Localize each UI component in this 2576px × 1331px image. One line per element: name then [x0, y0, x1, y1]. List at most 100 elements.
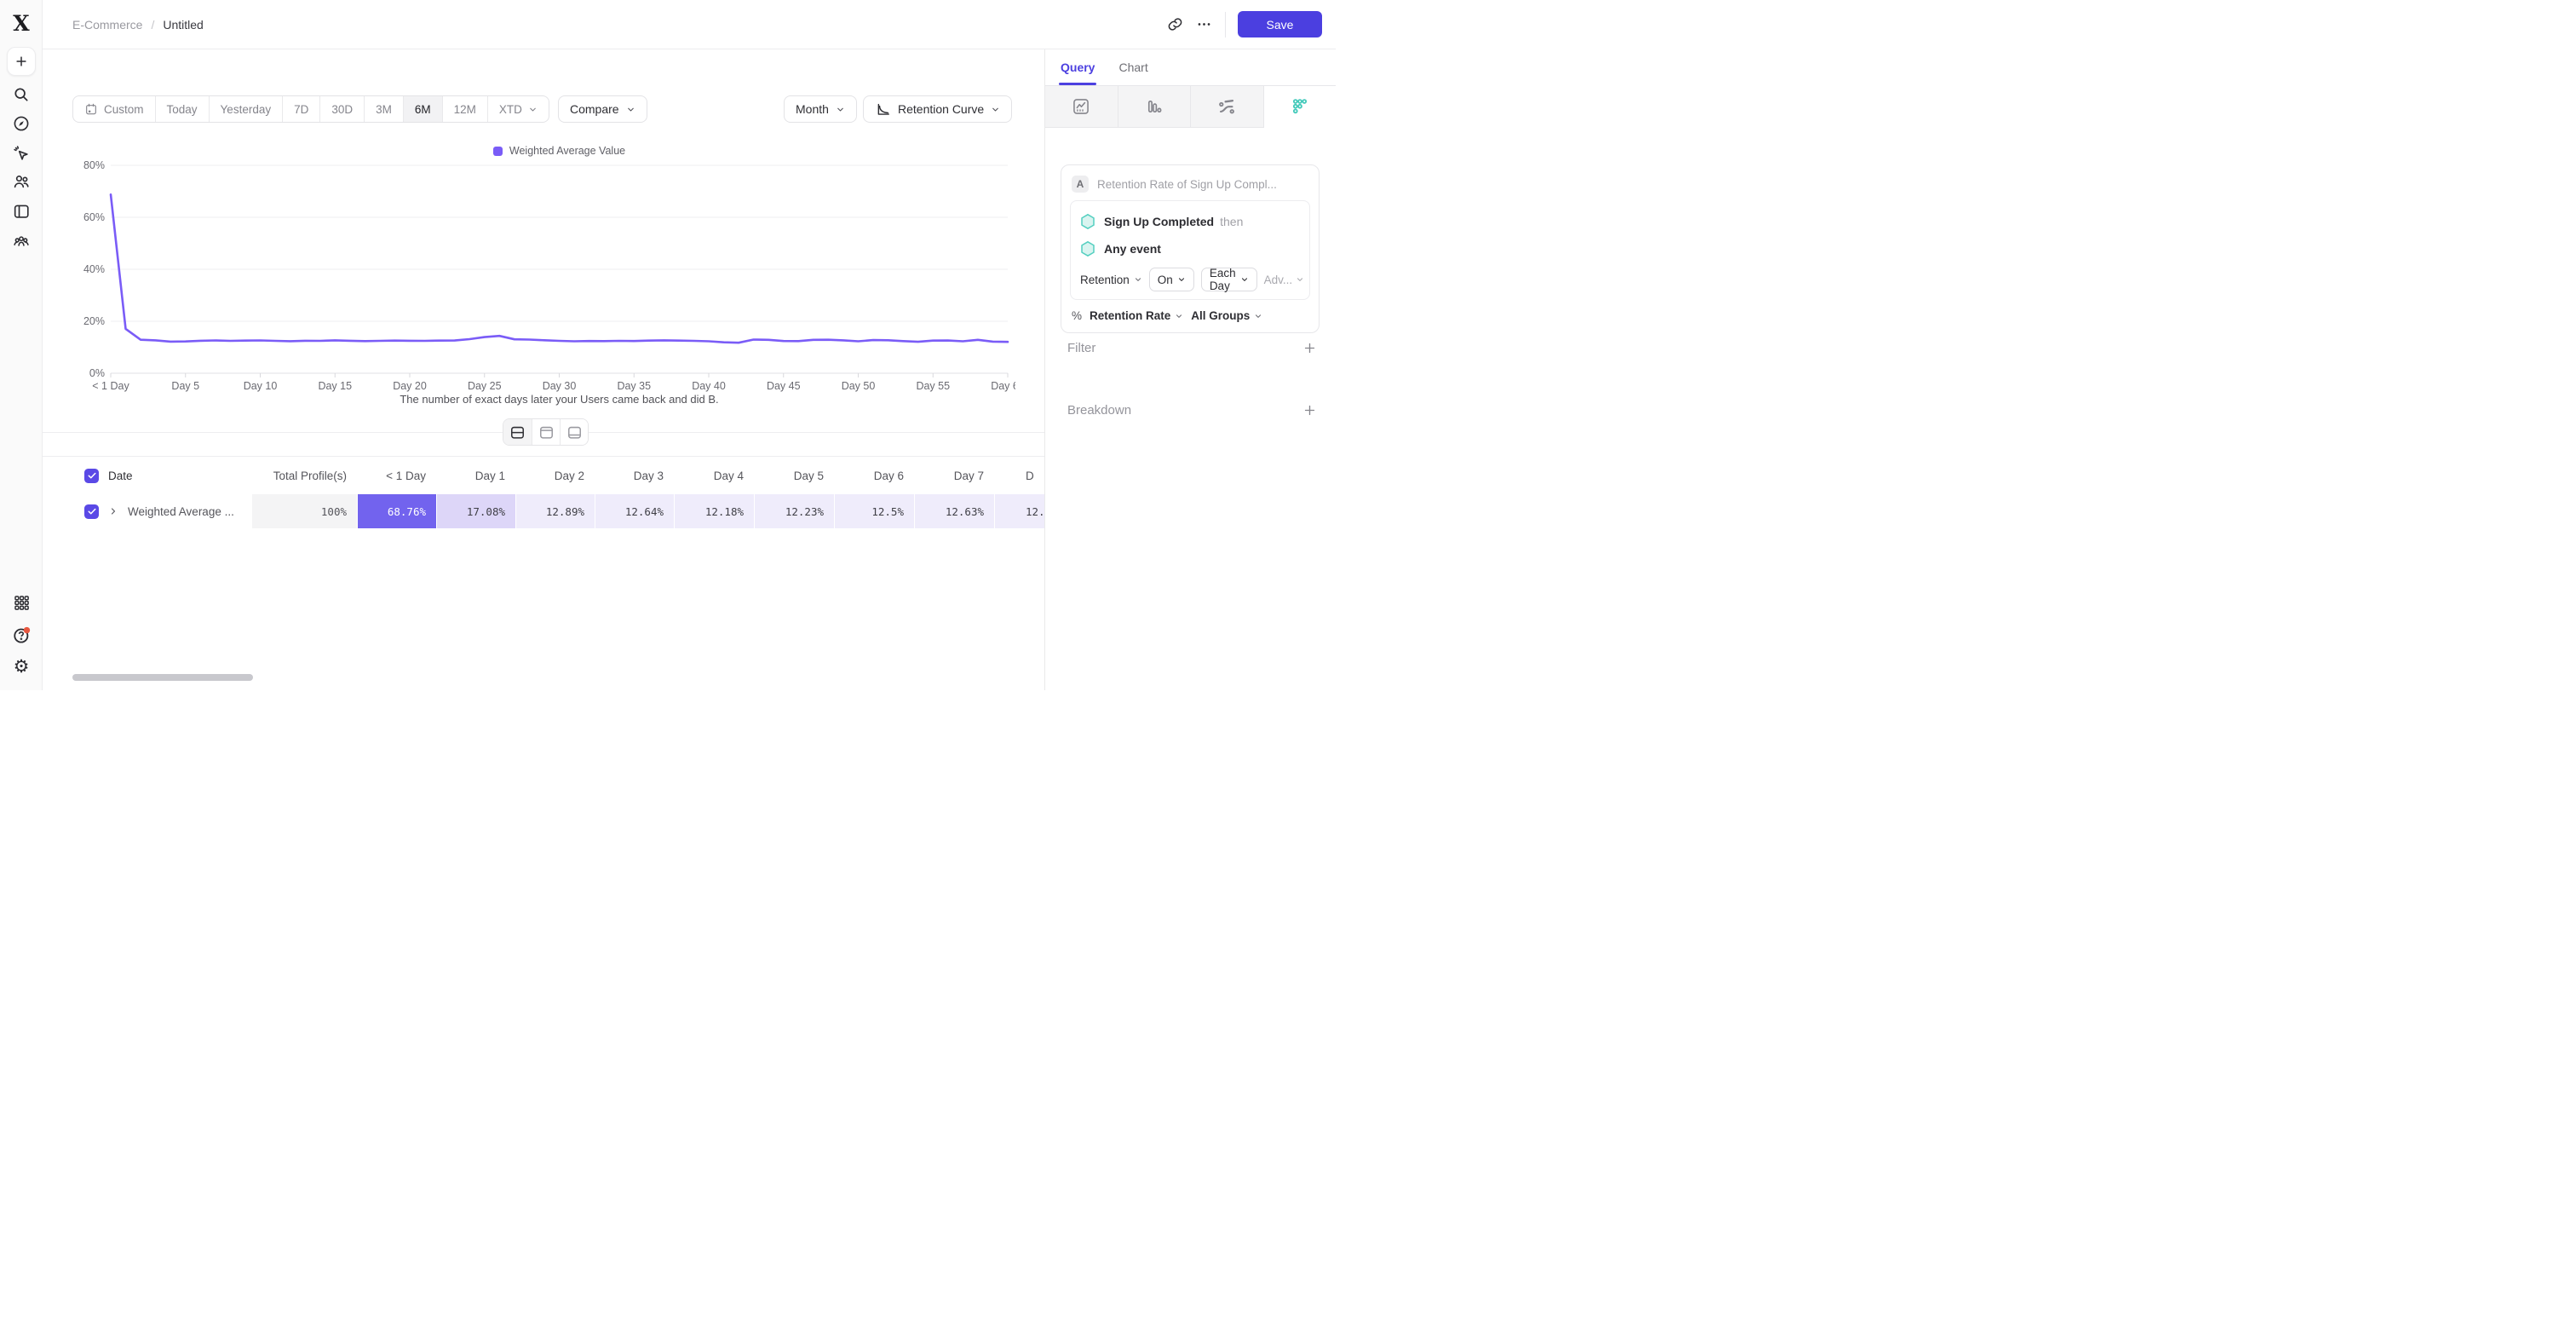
more-options-icon[interactable]: [1189, 10, 1218, 39]
tab-chart[interactable]: Chart: [1118, 49, 1147, 85]
range-xtd-button[interactable]: XTD: [486, 96, 549, 122]
retention-value-cell[interactable]: 12.5%: [835, 494, 914, 528]
compare-button[interactable]: Compare: [558, 95, 647, 123]
each-day-dropdown[interactable]: Each Day: [1200, 267, 1257, 292]
column-header[interactable]: Day 6: [873, 469, 904, 482]
horizontal-scrollbar[interactable]: [72, 674, 253, 681]
add-filter-button[interactable]: [1302, 341, 1317, 355]
viz-bar-chart-icon[interactable]: [1118, 86, 1191, 128]
compare-label: Compare: [570, 102, 619, 116]
chevron-down-icon: [1175, 312, 1183, 320]
chevron-down-icon: [626, 105, 635, 114]
retention-value-cell[interactable]: 12.18%: [675, 494, 754, 528]
layout-chart-only-icon[interactable]: [532, 419, 560, 445]
layout-table-only-icon[interactable]: [560, 419, 588, 445]
second-event-row[interactable]: Any event: [1080, 237, 1300, 260]
search-icon[interactable]: [11, 84, 32, 105]
check-icon: [88, 508, 95, 515]
retention-value-cell[interactable]: 100%: [252, 494, 357, 528]
range-custom-button[interactable]: Custom: [73, 96, 155, 122]
table-row[interactable]: Weighted Average ... 100% 68.76% 17.08% 12.8…: [72, 494, 1044, 528]
x-axis-tick-label: Day 25: [468, 380, 502, 392]
step-title-input[interactable]: Retention Rate of Sign Up Compl...: [1097, 177, 1277, 191]
viz-flows-icon[interactable]: [1191, 86, 1264, 128]
date-range-group: Custom Today Yesterday 7D 30D 3M 6M 12M XTD: [72, 95, 549, 123]
chevron-down-icon: [1254, 312, 1262, 320]
copy-link-icon[interactable]: [1160, 10, 1189, 39]
row-label-cell[interactable]: Weighted Average ...: [72, 494, 252, 528]
users-icon[interactable]: [11, 171, 32, 192]
event-hexagon-icon: [1081, 213, 1095, 229]
column-header[interactable]: < 1 Day: [386, 469, 426, 482]
layout-split-icon[interactable]: [503, 419, 532, 445]
retention-value-cell[interactable]: 12.23%: [755, 494, 834, 528]
retention-value-cell[interactable]: 12.64%: [595, 494, 674, 528]
range-today-button[interactable]: Today: [154, 96, 209, 122]
pointer-spark-icon[interactable]: [11, 143, 32, 164]
settings-gear-icon[interactable]: ⚙: [13, 655, 30, 677]
apps-grid-icon[interactable]: [11, 592, 32, 613]
column-header[interactable]: D: [1026, 469, 1034, 482]
help-icon[interactable]: [11, 625, 32, 645]
groups-dropdown[interactable]: All Groups: [1191, 309, 1262, 322]
column-header[interactable]: Day 1: [474, 469, 505, 482]
second-event-name: Any event: [1104, 241, 1161, 256]
board-icon[interactable]: [11, 201, 32, 222]
range-label: Yesterday: [220, 102, 272, 116]
chart-type-label: Retention Curve: [898, 102, 985, 116]
range-3m-button[interactable]: 3M: [364, 96, 403, 122]
breadcrumb-project[interactable]: E-Commerce: [72, 17, 143, 32]
create-button[interactable]: [7, 47, 36, 76]
cohorts-icon[interactable]: [11, 231, 32, 251]
column-header-date[interactable]: Date: [108, 469, 133, 482]
on-label: On: [1157, 273, 1173, 286]
column-header[interactable]: Day 7: [953, 469, 984, 482]
on-dropdown[interactable]: On: [1148, 268, 1194, 291]
viz-line-chart-icon[interactable]: [1045, 86, 1118, 128]
row-checkbox[interactable]: [84, 504, 99, 519]
breadcrumb-separator: /: [151, 17, 155, 32]
retention-type-label: Retention: [1080, 273, 1130, 286]
column-header[interactable]: Day 5: [793, 469, 824, 482]
retention-value-cell[interactable]: 68.76%: [358, 494, 436, 528]
tab-query-label: Query: [1061, 60, 1095, 74]
chart-legend[interactable]: Weighted Average Value: [111, 145, 1008, 157]
breadcrumb: E-Commerce / Untitled: [72, 18, 204, 32]
retention-value-cell[interactable]: 17.08%: [437, 494, 515, 528]
retention-value-cell[interactable]: 12.: [995, 494, 1044, 528]
save-button[interactable]: Save: [1238, 11, 1322, 37]
table-header-row: Date Total Profile(s) < 1 Day Day 1 Day 2 Day…: [72, 457, 1044, 494]
chart-type-dropdown[interactable]: Retention Curve: [863, 95, 1013, 123]
tab-query[interactable]: Query: [1059, 49, 1097, 85]
range-30d-button[interactable]: 30D: [319, 96, 364, 122]
retention-line-chart[interactable]: 0% 20% 40% 60% 80% < 1 Day Day 5 Day 10 Day 15 Da…: [72, 158, 1015, 405]
range-7d-button[interactable]: 7D: [282, 96, 319, 122]
viz-retention-icon[interactable]: [1263, 86, 1336, 128]
retention-curve-icon: [875, 101, 891, 118]
retention-series-line[interactable]: [109, 193, 1009, 344]
range-6m-button[interactable]: 6M: [402, 96, 442, 122]
add-breakdown-button[interactable]: [1302, 403, 1317, 418]
visualization-selector: [1045, 85, 1336, 128]
report-title[interactable]: Untitled: [163, 17, 204, 32]
column-header[interactable]: Day 4: [713, 469, 744, 482]
compass-icon[interactable]: [11, 113, 32, 134]
column-header[interactable]: Day 2: [554, 469, 584, 482]
granularity-dropdown[interactable]: Month: [784, 95, 857, 123]
table-top-border: [43, 456, 1044, 457]
advanced-dropdown[interactable]: Adv...: [1264, 274, 1305, 286]
percent-symbol: %: [1072, 309, 1083, 322]
retention-value-cell[interactable]: 12.63%: [915, 494, 994, 528]
first-event-row[interactable]: Sign Up Completed then: [1080, 210, 1300, 233]
range-yesterday-button[interactable]: Yesterday: [208, 96, 283, 122]
retention-type-dropdown[interactable]: Retention: [1080, 274, 1142, 286]
app-logo-icon[interactable]: X: [13, 10, 30, 36]
breakdown-section: Breakdown: [1067, 403, 1317, 418]
column-header[interactable]: Total Profile(s): [273, 469, 347, 482]
retention-value-cell[interactable]: 12.89%: [516, 494, 595, 528]
event-definition-card: Sign Up Completed then Any event Retenti…: [1070, 200, 1310, 300]
measure-dropdown[interactable]: Retention Rate: [1090, 309, 1183, 322]
range-12m-button[interactable]: 12M: [441, 96, 487, 122]
row-checkbox[interactable]: [84, 468, 99, 483]
column-header[interactable]: Day 3: [633, 469, 664, 482]
